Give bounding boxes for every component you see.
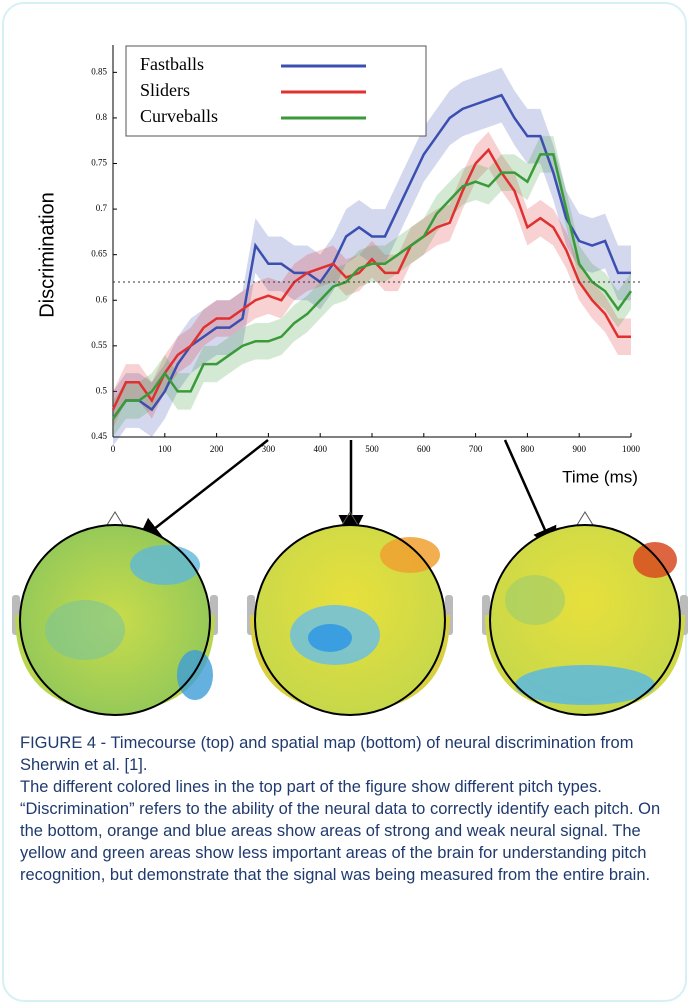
x-tick-label: 200 bbox=[210, 444, 224, 454]
x-tick-label: 500 bbox=[365, 444, 379, 454]
caption-title: FIGURE 4 - Timecourse (top) and spatial … bbox=[20, 734, 634, 774]
x-tick-label: 600 bbox=[417, 444, 431, 454]
x-tick-label: 800 bbox=[521, 444, 535, 454]
x-tick-label: 100 bbox=[158, 444, 172, 454]
y-tick-label: 0.85 bbox=[91, 66, 107, 76]
legend-label: Curveballs bbox=[140, 106, 218, 126]
x-tick-label: 700 bbox=[469, 444, 483, 454]
legend-box bbox=[125, 45, 427, 137]
y-axis-label: Discrimination bbox=[36, 192, 58, 318]
series-line bbox=[111, 93, 631, 420]
series-line bbox=[111, 153, 633, 420]
y-tick-label: 0.65 bbox=[91, 249, 107, 259]
x-axis-label: Time (ms) bbox=[562, 467, 638, 486]
caption: FIGURE 4 - Timecourse (top) and spatial … bbox=[20, 732, 670, 886]
chart: Discrimination Time (ms) bbox=[12, 45, 688, 716]
legend-label: Fastballs bbox=[140, 54, 204, 74]
arrows bbox=[136, 439, 557, 553]
legend: Fastballs Sliders Curveballs bbox=[125, 45, 427, 137]
error-band bbox=[113, 67, 631, 447]
y-tick-label: 0.8 bbox=[96, 112, 108, 122]
error-band bbox=[113, 136, 631, 438]
x-tick-label: 1000 bbox=[622, 444, 641, 454]
y-tick-label: 0.6 bbox=[96, 294, 108, 304]
y-tick-label: 0.7 bbox=[96, 203, 108, 213]
x-tick-label: 900 bbox=[572, 444, 586, 454]
y-tick-label: 0.5 bbox=[96, 385, 108, 395]
y-tick-label: 0.55 bbox=[91, 340, 107, 350]
x-tick-label: 400 bbox=[313, 444, 327, 454]
x-tick-label: 0 bbox=[111, 444, 116, 454]
series-line bbox=[111, 147, 631, 411]
x-tick-label: 300 bbox=[262, 444, 276, 454]
y-tick-label: 0.45 bbox=[91, 431, 107, 441]
plot-area: 0.45 0.5 0.55 0.6 0.65 0.7 0.75 0.8 0.85 0 100 200 3… bbox=[91, 45, 641, 454]
caption-text: The different colored lines in the top p… bbox=[20, 778, 661, 884]
brain-maps bbox=[12, 511, 688, 716]
legend-label: Sliders bbox=[140, 80, 190, 100]
y-tick-label: 0.75 bbox=[91, 158, 107, 168]
